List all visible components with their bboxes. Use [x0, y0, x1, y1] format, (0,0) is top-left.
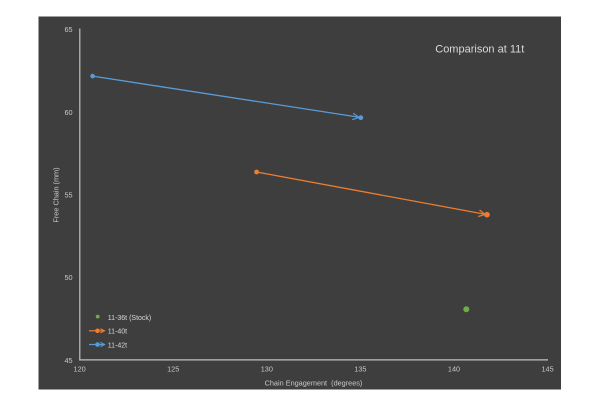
svg-text:135: 135 [354, 364, 366, 373]
svg-text:11-36t (Stock): 11-36t (Stock) [108, 315, 151, 322]
svg-text:65: 65 [64, 25, 72, 34]
svg-text:11-40t: 11-40t [108, 329, 127, 336]
svg-text:60: 60 [64, 108, 72, 117]
svg-text:Free Chain (mm): Free Chain (mm) [52, 167, 61, 222]
svg-text:125: 125 [167, 364, 179, 373]
svg-text:145: 145 [542, 364, 554, 373]
svg-text:11-42t: 11-42t [108, 342, 127, 349]
svg-text:45: 45 [64, 356, 72, 365]
svg-text:55: 55 [64, 191, 72, 200]
svg-text:120: 120 [74, 364, 86, 373]
svg-text:Comparison at 11t: Comparison at 11t [435, 44, 524, 56]
svg-text:Chain Engagement (degrees): Chain Engagement (degrees) [265, 378, 363, 387]
svg-text:140: 140 [448, 364, 460, 373]
svg-text:50: 50 [64, 273, 72, 282]
svg-text:130: 130 [261, 364, 273, 373]
